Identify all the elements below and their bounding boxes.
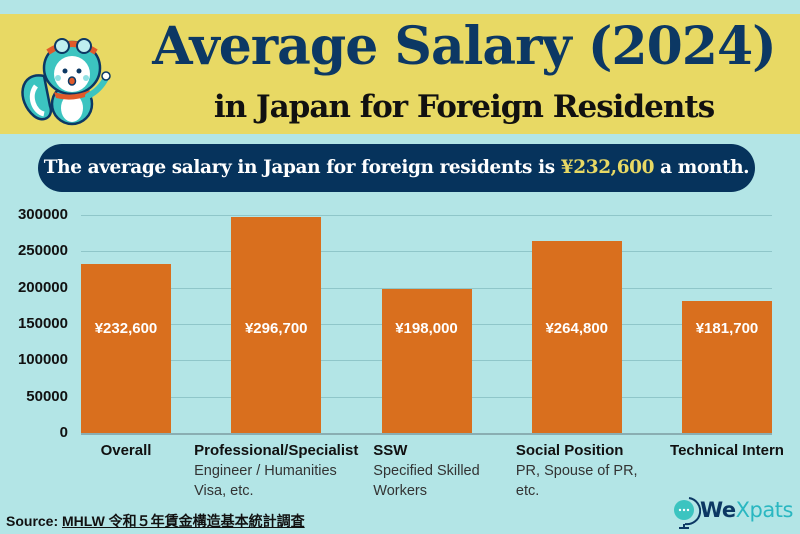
source-label: Source: [6,513,63,529]
squirrel-mascot-icon [21,38,111,126]
x-axis-line [81,433,772,435]
y-axis-tick-label: 300000 [17,206,68,223]
category-label: Professional/Specialist Engineer / Humani… [194,441,358,501]
bar-ssw: ¥198,000 [381,289,472,433]
y-axis-tick-label: 150000 [17,315,68,332]
category-name: Overall [100,442,152,459]
category-label: Overall [101,441,152,461]
y-axis-tick-label: 250000 [17,242,68,260]
bar-value-label: ¥181,700 [695,319,759,337]
gridline [81,287,772,289]
source-citation: Source: MHLW 令和５年賃金構造基本統計調査 [6,511,305,531]
summary-highlight-amount: ¥232,600 [560,157,655,178]
summary-suffix: a month. [654,157,750,178]
bar-value-label: ¥198,000 [395,319,458,337]
bar-professional-specialist: ¥296,700 [231,217,322,433]
page-subtitle: in Japan for Foreign Residents [213,89,715,125]
y-axis-tick-label: 200000 [17,278,68,296]
bar-value-label: ¥296,700 [244,319,308,337]
bar-social-position: ¥264,800 [531,240,622,433]
category-name: Technical Intern [670,442,784,459]
category-description: Workers [373,483,428,499]
category-description: etc. [515,483,540,499]
gridline [81,251,772,253]
y-axis-tick-label: 50000 [26,387,68,405]
category-name: Professional/Specialist [194,442,359,459]
wexpats-logo: WeXpats [673,496,793,530]
category-description: Visa, etc. [194,483,254,499]
category-name: Social Position [515,442,624,459]
category-description: Specified Skilled [373,463,480,479]
page-title: Average Salary (2024) [152,16,777,77]
category-label: Technical Intern [670,441,784,461]
summary-prefix: The average salary in Japan for foreign … [43,157,561,178]
summary-banner: The average salary in Japan for foreign … [38,144,755,192]
y-axis-tick-label: 0 [59,424,68,441]
category-label: SSW Specified Skilled Workers [373,441,479,501]
category-description: PR, Spouse of PR, [515,463,638,479]
globe-chat-icon [674,497,701,529]
y-axis-tick-label: 100000 [17,351,68,369]
category-name: SSW [373,442,408,459]
bar-value-label: ¥264,800 [545,319,609,337]
category-description: Engineer / Humanities [194,463,337,479]
category-label: Social Position PR, Spouse of PR, etc. [516,441,638,501]
title-banner [0,14,800,134]
gridline [81,215,772,216]
bar-value-label: ¥232,600 [94,319,158,337]
source-link[interactable]: MHLW 令和５年賃金構造基本統計調査 [62,513,305,529]
bar-technical-intern: ¥181,700 [682,300,772,433]
logo-text: WeXpats [700,498,793,522]
bar-overall: ¥232,600 [81,263,171,433]
